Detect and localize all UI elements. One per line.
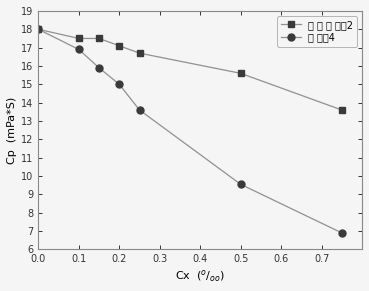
对 照 降 粘剂2 [77,37,81,40]
对 照 降 粘剂2 [339,108,344,112]
降 粘剂4 [339,231,344,235]
降 粘剂4 [97,66,101,70]
对 照 降 粘剂2 [117,44,121,47]
Line: 降 粘剂4: 降 粘剂4 [35,26,345,236]
Y-axis label: Cp  (mPa*S): Cp (mPa*S) [7,97,17,164]
Line: 对 照 降 粘剂2: 对 照 降 粘剂2 [35,26,345,113]
对 照 降 粘剂2 [238,72,243,75]
Legend: 对 照 降 粘剂2, 降 粘剂4: 对 照 降 粘剂2, 降 粘剂4 [277,16,357,47]
对 照 降 粘剂2 [36,28,41,31]
降 粘剂4 [117,83,121,86]
X-axis label: Cx  ($^o/_{oo}$): Cx ($^o/_{oo}$) [175,269,225,284]
降 粘剂4 [137,108,142,112]
对 照 降 粘剂2 [97,37,101,40]
降 粘剂4 [36,28,41,31]
降 粘剂4 [77,48,81,51]
降 粘剂4 [238,182,243,186]
对 照 降 粘剂2 [137,52,142,55]
